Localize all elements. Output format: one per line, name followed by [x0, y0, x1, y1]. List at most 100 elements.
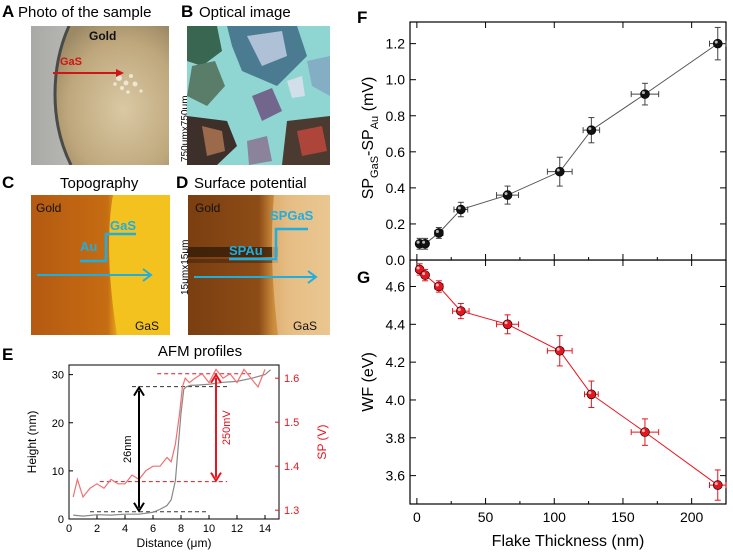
chart-e: AFM profiles 0 2 4 6 8 10 12 14 0 10 20 30 1.3 1.4 1.5… [25, 343, 329, 550]
chart-g-point-highlight [641, 429, 645, 433]
chart-g-connect-line [419, 269, 719, 486]
panel-b-letter: B [181, 2, 194, 21]
chart-e-x-tick-label: 8 [178, 523, 184, 535]
chart-f-y-tick-label: 0.4 [386, 180, 406, 196]
chart-e-xlabel: Distance (μm) [137, 536, 212, 550]
panel-e-letter: E [2, 345, 14, 364]
sp-au-label: SPAu [229, 243, 263, 258]
photo-gas-arrowhead [116, 69, 124, 77]
chart-e-yr-tick-label: 1.3 [284, 505, 299, 517]
chart-g-point-highlight [457, 308, 461, 312]
chart-f-data-point [502, 190, 513, 200]
topo-gas-label: GaS [135, 319, 159, 333]
photo-gas-label: GaS [60, 56, 82, 68]
chart-e-yr-tick-label: 1.4 [284, 461, 299, 473]
chart-g-point-highlight [556, 347, 560, 351]
surface-potential-image: Gold GaS SPAu SPGaS [188, 195, 330, 335]
panel-a-letter: A [2, 2, 15, 21]
chart-f-frame [409, 21, 727, 261]
chart-f-marks: 0.0 0.2 0.4 0.6 0.8 1.0 1.2 [386, 22, 727, 268]
chart-e-x-tick-label: 0 [66, 523, 72, 535]
chart-e-sp-arrow-bottom [210, 472, 222, 483]
chart-e-sp-step-label: 250mV [221, 410, 233, 446]
chart-e-height-arrow-bottom [133, 502, 145, 513]
panel-a-title: Photo of the sample [18, 4, 152, 21]
chart-e-frame [68, 364, 280, 520]
chart-e-yr-tick-label: 1.6 [284, 373, 299, 385]
svg-text:750μmx750μm: 750μmx750μm [180, 95, 191, 162]
topo-scan-arrowhead [142, 268, 153, 282]
chart-e-yl-tick-label: 0 [58, 514, 64, 526]
chart-g-y-tick-label: 4.6 [386, 278, 406, 294]
chart-e-yr-tick-label: 1.5 [284, 417, 299, 429]
svg-text:15μmx15μm: 15μmx15μm [180, 240, 191, 295]
chart-g-x-tick-label: 0 [413, 509, 421, 525]
sp-scan-arrowhead [307, 270, 318, 284]
chart-f-point-highlight [416, 240, 420, 244]
chart-f-point-highlight [457, 206, 461, 210]
chart-f-data-point [420, 238, 430, 249]
chart-e-yl-tick-label: 10 [52, 466, 64, 478]
chart-f-connect-line [419, 43, 719, 245]
sp-step-profile [229, 227, 308, 261]
chart-f-point-highlight [641, 91, 645, 95]
panel-d-title: Surface potential [194, 175, 307, 192]
photo-gold-label: Gold [89, 29, 116, 43]
chart-g-point-highlight [416, 266, 420, 270]
chart-f-data-point [640, 89, 650, 99]
sp-gas-label: GaS [293, 319, 317, 333]
optical-scale-label: 750μmx750μm [180, 95, 191, 162]
chart-f-data-point [712, 38, 723, 49]
chart-f-point-highlight [422, 240, 426, 244]
chart-g-y-tick-label: 4.4 [386, 316, 406, 332]
chart-g-frame [409, 260, 727, 505]
chart-f-y-tick-label: 0.8 [386, 108, 406, 124]
chart-e-x-tick-label: 12 [231, 523, 243, 535]
chart-f-y-tick-label: 0.6 [386, 144, 406, 160]
chart-g-point-highlight [422, 272, 426, 276]
chart-g-x-tick-label: 200 [680, 509, 704, 525]
chart-g-y-tick-label: 4.0 [386, 392, 406, 408]
chart-g-y-tick-label: 3.6 [386, 468, 406, 484]
chart-g-x-tick-label: 100 [543, 509, 567, 525]
chart-f-point-highlight [556, 168, 560, 172]
chart-f-y-tick-label: 0.2 [386, 216, 406, 232]
chart-e-series-sp [72, 368, 266, 499]
chart-f-point-highlight [588, 127, 592, 131]
chart-e-yl-tick-label: 30 [52, 370, 64, 382]
chart-g-x-tick-label: 150 [611, 509, 635, 525]
chart-e-x-tick-label: 4 [122, 523, 128, 535]
chart-g-data-point [640, 427, 650, 437]
chart-f-point-highlight [504, 192, 508, 196]
optical-image [187, 26, 330, 165]
chart-g-ylabel: WF (eV) [360, 352, 377, 412]
chart-g-point-highlight [588, 391, 592, 395]
chart-f-y-tick-label: 1.2 [386, 36, 406, 52]
chart-g-data-point [502, 319, 513, 330]
panel-d-letter: D [176, 173, 189, 192]
chart-f-ylabel: SPGaS-SPAu (mV) [360, 77, 381, 200]
chart-f-data-point [456, 204, 466, 215]
chart-e-series-height [73, 369, 271, 517]
topo-gas-step-label: GaS [110, 218, 136, 233]
chart-g-data-point [434, 281, 444, 292]
panel-f-letter: F [357, 8, 368, 27]
chart-e-title: AFM profiles [158, 343, 242, 360]
chart-e-x-tick-label: 6 [150, 523, 156, 535]
topo-step-profile [80, 232, 136, 263]
chart-g-point-highlight [504, 321, 508, 325]
chart-e-ylabel-right: SP (V) [315, 424, 329, 459]
panel-b-title: Optical image [199, 4, 291, 21]
chart-f-point-highlight [435, 229, 439, 233]
chart-g-data-point [456, 306, 466, 316]
panel-c-title: Topography [60, 175, 139, 192]
chart-g-point-highlight [435, 283, 439, 287]
chart-e-height-arrow-top [133, 385, 145, 397]
chart-e-yl-tick-label: 20 [52, 418, 64, 430]
chart-f-y-tick-label: 0.0 [386, 252, 406, 268]
chart-f-data-point [434, 228, 444, 238]
topography-image: Gold GaS Au GaS [31, 195, 170, 335]
chart-e-height-step-label: 26nm [122, 435, 134, 463]
chart-e-marks: 0 2 4 6 8 10 12 14 0 10 20 30 1.3 1.4 1.5 1.6 26nm 250mV [52, 368, 299, 535]
chart-f: 0.0 0.2 0.4 0.6 0.8 1.0 1.2 SPGaS-SPAu (mV) [360, 21, 727, 268]
